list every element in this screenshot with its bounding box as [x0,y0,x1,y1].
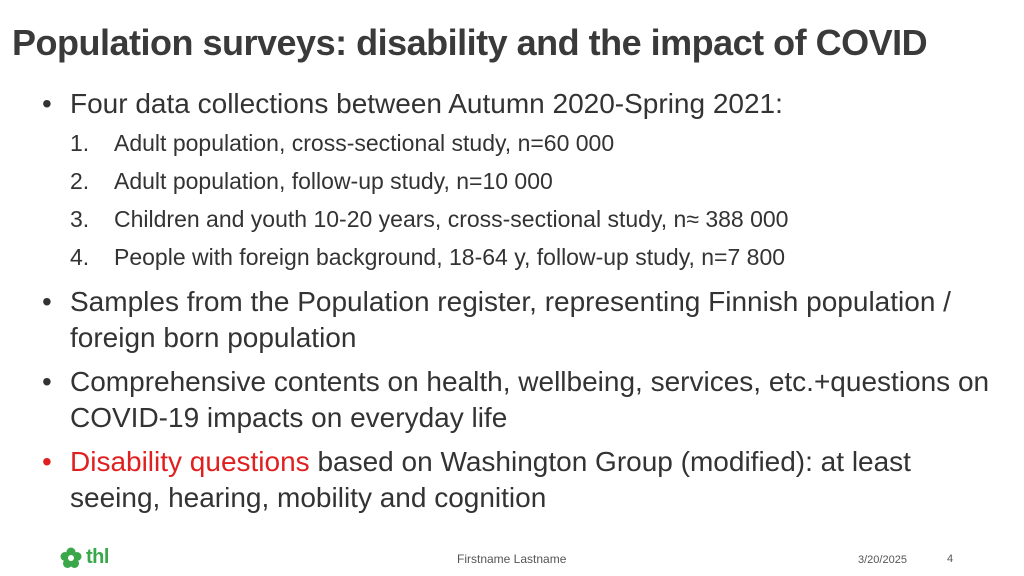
list-item-text: Children and youth 10-20 years, cross-se… [114,206,789,232]
list-item-text: People with foreign background, 18-64 y,… [114,244,786,270]
list-item: 3. Children and youth 10-20 years, cross… [70,200,1000,238]
numbered-list: 1. Adult population, cross-sectional stu… [70,124,1000,276]
logo-text: thl [86,546,109,568]
thl-logo: thl [60,546,109,569]
bullet-text: based on Washington Group (modified): at… [70,446,911,513]
list-item-text: Adult population, follow-up study, n=10 … [114,168,553,194]
list-item: 1. Adult population, cross-sectional stu… [70,124,1000,162]
bullet-dot-icon: • [42,88,52,119]
list-item: 4. People with foreign background, 18-64… [70,238,1000,276]
bullet-dot-icon: • [42,286,52,317]
footer-date: 3/20/2025 [858,554,907,566]
highlighted-text: Disability questions [70,446,310,477]
bullet-item: • Disability questions based on Washingt… [40,444,1000,516]
bullet-item: • Four data collections between Autumn 2… [40,86,1000,276]
list-number: 3. [70,206,90,232]
list-number: 1. [70,130,90,156]
bullet-item: • Samples from the Population register, … [40,284,1000,356]
footer-author: Firstname Lastname [457,552,567,566]
bullet-text: Samples from the Population register, re… [70,286,951,353]
page-number: 4 [947,553,954,565]
bullet-text: Comprehensive contents on health, wellbe… [70,366,990,433]
bullet-item: • Comprehensive contents on health, well… [40,364,1000,436]
thl-flower-logo-icon [60,547,82,568]
list-number: 4. [70,244,90,270]
list-number: 2. [70,168,90,194]
bullet-dot-icon: • [42,446,52,477]
bullet-dot-icon: • [42,366,52,397]
bullet-text: Four data collections between Autumn 202… [70,88,783,119]
list-item-text: Adult population, cross-sectional study,… [114,130,615,156]
slide-title: Population surveys: disability and the i… [12,22,928,63]
bullet-list: • Four data collections between Autumn 2… [40,86,1000,524]
list-item: 2. Adult population, follow-up study, n=… [70,162,1000,200]
